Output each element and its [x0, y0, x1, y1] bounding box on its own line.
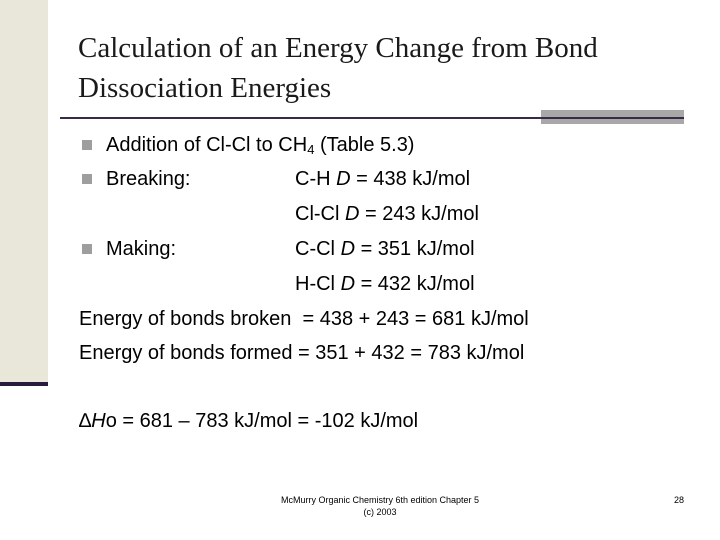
breaking-bond-2: Cl-Cl D = 243 kJ/mol	[295, 200, 479, 228]
footer-copyright: (c) 2003	[363, 507, 397, 517]
breaking-bond-1: C-H D = 438 kJ/mol	[295, 165, 470, 193]
enthalpy-symbol: H	[91, 410, 106, 432]
bond-name: C-H	[295, 168, 331, 190]
enthalpy-value: = 681 – 783 kJ/mol = -102 kJ/mol	[116, 410, 419, 432]
bond-name: C-Cl	[295, 238, 335, 260]
addition-subscript: 4	[307, 142, 315, 157]
bond-name: Cl-Cl	[295, 203, 340, 225]
enthalpy-change: ∆Ho = 681 – 783 kJ/mol = -102 kJ/mol	[79, 407, 418, 435]
bond-energy: = 243 kJ/mol	[359, 203, 479, 225]
title-divider	[60, 117, 684, 119]
delta-symbol: ∆	[79, 410, 92, 432]
bullet-square-icon	[82, 244, 92, 254]
bond-energy: = 438 kJ/mol	[350, 168, 471, 190]
dissociation-symbol: D	[340, 238, 356, 260]
bullet-square-icon	[82, 140, 92, 150]
dissociation-symbol: D	[340, 273, 356, 295]
energy-bonds-formed: Energy of bonds formed = 351 + 432 = 783…	[79, 342, 525, 364]
slide-title: Calculation of an Energy Change from Bon…	[78, 28, 698, 108]
making-bond-2: H-Cl D = 432 kJ/mol	[295, 270, 475, 298]
dissociation-symbol: D	[336, 168, 351, 190]
bond-energy: = 351 kJ/mol	[355, 238, 475, 260]
standard-state-symbol: o	[105, 410, 117, 432]
title-line-2: Dissociation Energies	[78, 72, 332, 104]
left-decorative-band	[0, 0, 48, 384]
energy-bonds-broken: Energy of bonds broken = 438 + 243 = 681…	[79, 308, 529, 330]
left-band-underline	[0, 382, 48, 386]
footer: McMurry Organic Chemistry 6th edition Ch…	[230, 494, 530, 518]
footer-source: McMurry Organic Chemistry 6th edition Ch…	[280, 495, 480, 505]
addition-table-ref: (Table 5.3)	[314, 134, 415, 156]
addition-text: Addition of Cl-Cl to CH	[106, 134, 308, 156]
bond-name: H-Cl	[295, 273, 335, 295]
title-line-1: Calculation of an Energy Change from Bon…	[78, 32, 598, 64]
making-bond-1: C-Cl D = 351 kJ/mol	[295, 235, 475, 263]
making-label: Making:	[106, 238, 177, 260]
bullet-addition: Addition of Cl-Cl to CH4 (Table 5.3)	[106, 131, 414, 159]
page-number: 28	[673, 495, 684, 505]
bullet-square-icon	[82, 174, 92, 184]
bond-energy: = 432 kJ/mol	[355, 273, 475, 295]
breaking-label: Breaking:	[106, 168, 191, 190]
dissociation-symbol: D	[345, 203, 360, 225]
